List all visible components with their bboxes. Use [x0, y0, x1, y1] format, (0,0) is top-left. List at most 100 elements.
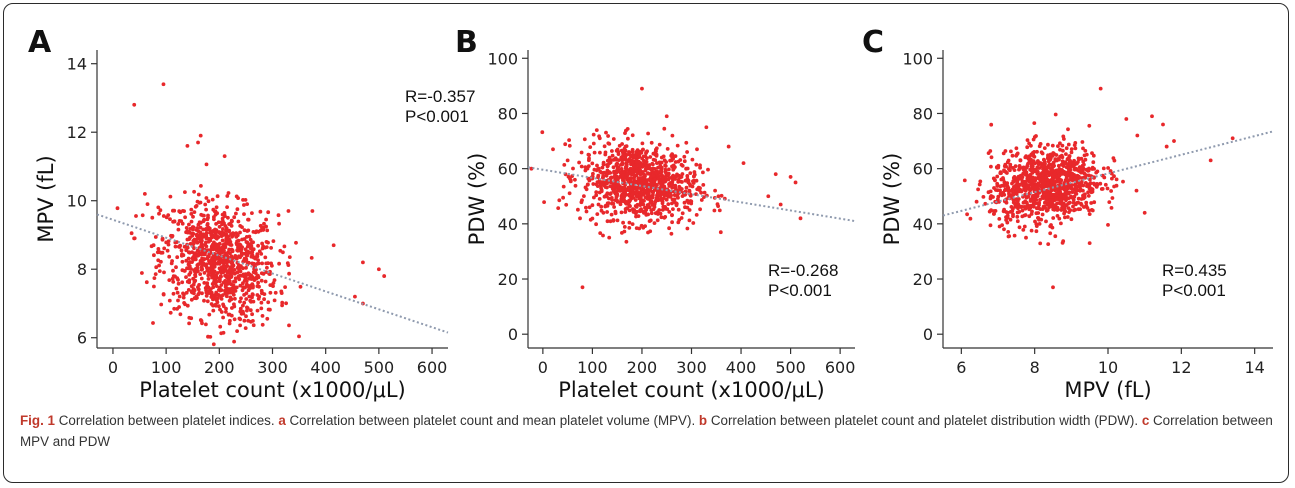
data-point — [269, 246, 273, 250]
data-point — [151, 243, 156, 248]
data-point — [132, 236, 137, 241]
data-point — [632, 155, 637, 160]
data-point — [220, 222, 224, 227]
data-point — [623, 191, 628, 196]
data-point-outlier — [778, 202, 783, 207]
data-point — [620, 157, 625, 162]
data-point — [184, 290, 189, 295]
data-point — [175, 255, 180, 260]
data-point — [157, 263, 162, 268]
data-point — [1082, 162, 1086, 167]
data-point — [204, 207, 209, 212]
data-point — [1048, 156, 1053, 161]
data-point — [1040, 212, 1045, 217]
data-point — [259, 288, 264, 293]
data-point — [189, 316, 194, 321]
data-point — [588, 145, 593, 150]
data-point — [1020, 180, 1025, 185]
data-point — [152, 276, 157, 280]
data-point — [264, 217, 268, 222]
data-point — [171, 208, 175, 213]
data-point — [1012, 175, 1017, 179]
data-point — [1004, 218, 1008, 222]
data-point — [180, 259, 185, 264]
data-point — [115, 206, 120, 211]
data-point — [648, 155, 653, 159]
data-point — [670, 182, 675, 187]
x-tick-label: 500 — [364, 358, 395, 377]
data-point — [694, 178, 699, 183]
data-point — [1054, 153, 1059, 157]
data-point — [1024, 195, 1029, 200]
data-point — [1010, 153, 1015, 158]
data-point — [1032, 194, 1037, 199]
data-point — [225, 194, 230, 198]
data-point — [260, 322, 265, 327]
data-point — [606, 163, 610, 168]
data-point — [1110, 176, 1114, 181]
data-point — [637, 151, 642, 156]
data-point — [1055, 201, 1059, 206]
data-point — [718, 230, 723, 235]
data-point — [218, 288, 223, 292]
x-tick-label: 8 — [1030, 358, 1040, 377]
data-point — [1078, 165, 1083, 170]
data-point — [150, 215, 155, 220]
data-point — [657, 193, 661, 198]
data-point — [1011, 200, 1016, 205]
data-point — [637, 226, 642, 231]
data-point — [642, 173, 647, 177]
data-point — [244, 279, 249, 284]
data-point — [280, 300, 285, 305]
data-point — [661, 176, 665, 181]
panel-label: A — [28, 25, 52, 60]
data-point — [1069, 147, 1074, 152]
data-point — [663, 167, 668, 172]
data-point — [264, 240, 269, 244]
data-point — [1014, 197, 1019, 202]
data-point — [1060, 155, 1065, 160]
data-point — [211, 207, 216, 212]
data-point — [258, 209, 263, 214]
data-point — [161, 292, 166, 296]
data-point — [1003, 149, 1008, 153]
data-point — [140, 271, 144, 275]
data-point — [635, 148, 640, 153]
data-point — [198, 272, 203, 276]
data-point — [1060, 143, 1065, 148]
data-point — [687, 218, 692, 223]
data-point — [205, 267, 210, 272]
data-point — [167, 278, 172, 282]
data-point — [287, 323, 291, 328]
data-point — [1034, 198, 1039, 202]
data-point — [199, 276, 204, 281]
data-point — [993, 178, 997, 183]
data-point — [653, 158, 658, 163]
data-point — [202, 213, 206, 218]
data-point — [996, 165, 1001, 170]
data-point — [656, 212, 660, 216]
data-point — [179, 248, 184, 253]
data-point — [1015, 219, 1020, 224]
data-point — [262, 221, 266, 226]
data-point — [633, 190, 638, 195]
data-point — [134, 214, 138, 218]
data-point — [607, 142, 612, 146]
data-point — [1073, 191, 1078, 196]
data-point — [1081, 146, 1085, 151]
data-point — [584, 209, 589, 214]
data-point — [989, 164, 993, 169]
data-point — [1067, 200, 1072, 205]
data-point — [217, 230, 221, 234]
data-point — [255, 254, 259, 259]
data-point — [187, 222, 191, 227]
data-point — [255, 308, 260, 313]
data-point — [1075, 180, 1079, 184]
data-point-outlier — [331, 243, 336, 248]
data-point — [188, 241, 193, 246]
data-point — [678, 158, 683, 162]
data-point — [171, 219, 176, 224]
data-point — [1030, 179, 1035, 184]
data-point — [1049, 192, 1054, 197]
data-point — [642, 176, 647, 180]
